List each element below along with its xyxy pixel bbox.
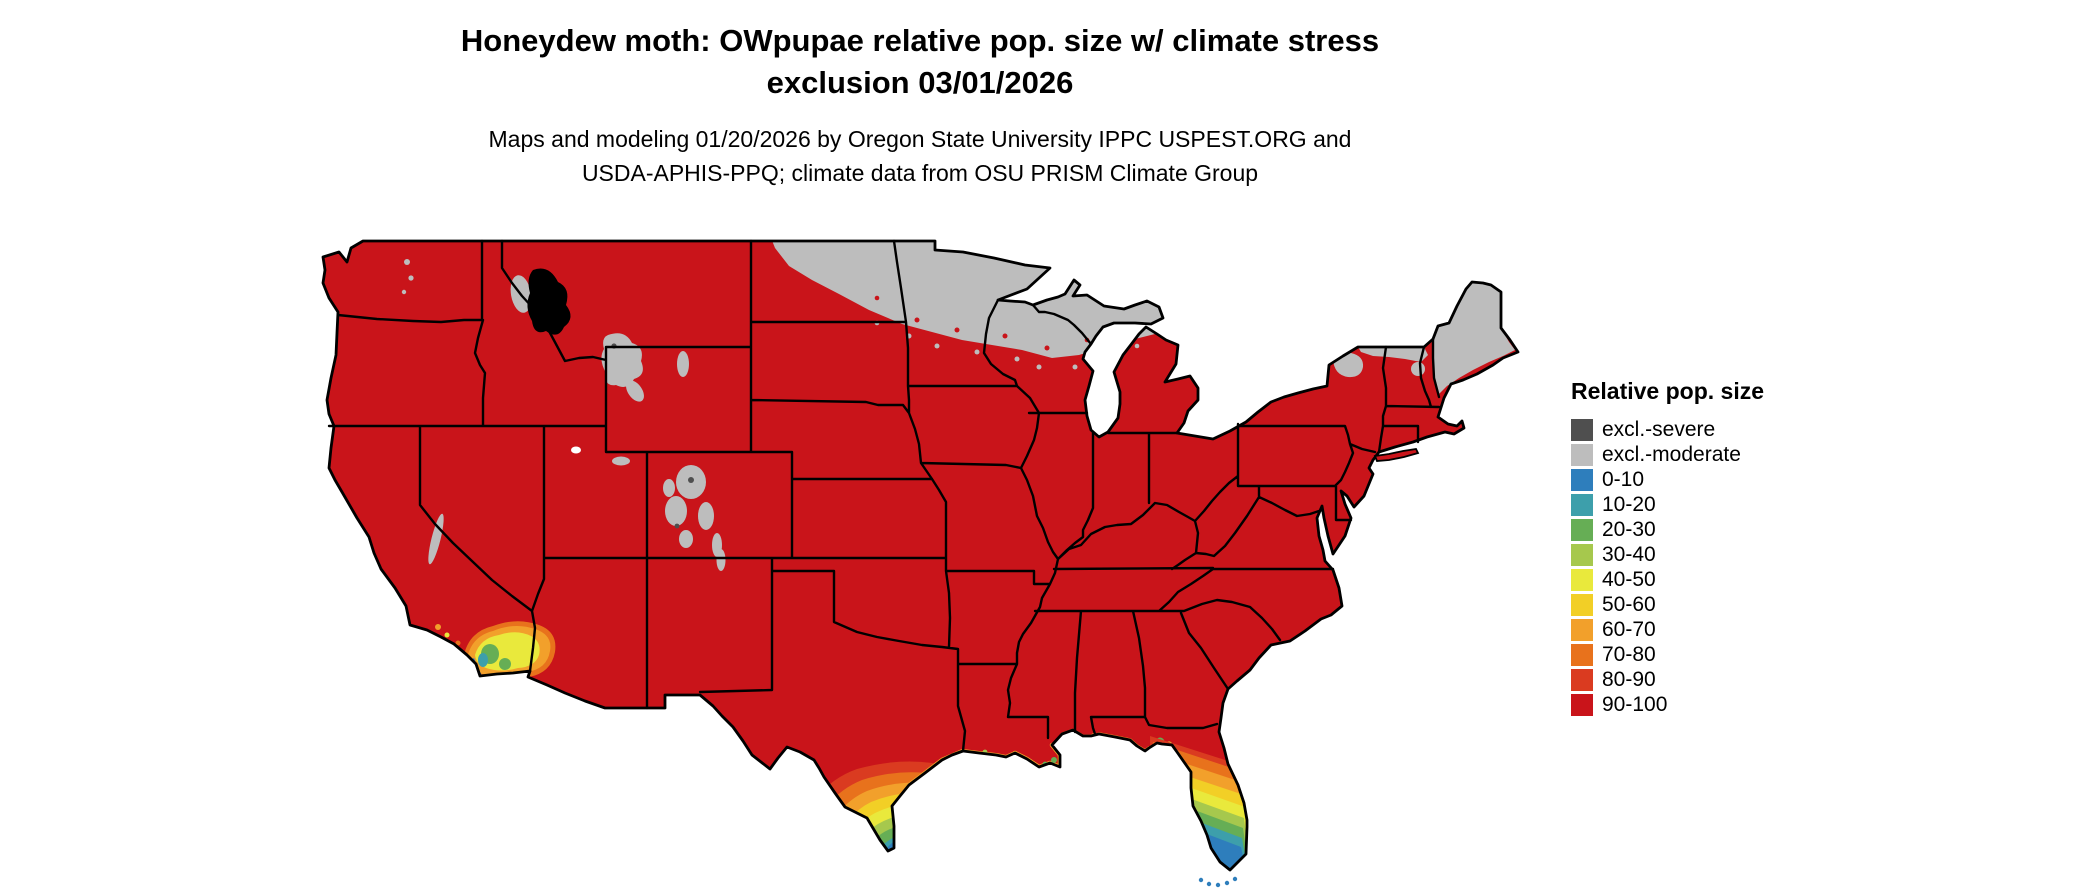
exclusion-co-rockies-4 — [679, 530, 693, 548]
exclusion-bighorns — [677, 351, 689, 377]
legend-item-label: 20-30 — [1602, 518, 1656, 541]
legend-item: 20-30 — [1571, 518, 1764, 541]
socal-gradient — [435, 621, 556, 682]
exclusion-uintas — [612, 456, 630, 466]
legend-item: 50-60 — [1571, 593, 1764, 616]
legend-item: 80-90 — [1571, 668, 1764, 691]
texas-gradient — [775, 761, 985, 870]
legend-item-label: excl.-severe — [1602, 418, 1716, 441]
long-island — [1373, 448, 1420, 462]
legend-item-label: 10-20 — [1602, 493, 1656, 516]
map-legend: Relative pop. size excl.-severe excl.-mo… — [1571, 378, 1764, 719]
legend-swatch — [1571, 619, 1593, 641]
exclusion-cascades-speck — [408, 275, 414, 281]
exclusion-maine — [1433, 282, 1515, 394]
legend-item: 0-10 — [1571, 468, 1764, 491]
delta-green-speck — [1051, 757, 1057, 763]
figure-title-line2: exclusion 03/01/2026 — [766, 65, 1074, 100]
legend-item: 40-50 — [1571, 568, 1764, 591]
figure-title-line1: Honeydew moth: OWpupae relative pop. siz… — [460, 23, 1380, 58]
exclusion-north-vt-nh — [1358, 347, 1428, 362]
legend-item: 90-100 — [1571, 693, 1764, 716]
legend-swatch — [1571, 594, 1593, 616]
legend-swatch — [1571, 519, 1593, 541]
legend-item: 30-40 — [1571, 543, 1764, 566]
us-map — [321, 239, 1520, 888]
legend-item-label: 30-40 — [1602, 543, 1656, 566]
legend-swatch — [1571, 569, 1593, 591]
legend-item-label: 90-100 — [1602, 693, 1668, 716]
legend-swatch — [1571, 669, 1593, 691]
legend-item-label: 80-90 — [1602, 668, 1656, 691]
legend-swatch — [1571, 444, 1593, 466]
exclusion-sierra — [428, 513, 444, 565]
legend-rows: excl.-severe excl.-moderate 0-10 10-20 2… — [1571, 418, 1764, 716]
exclusion-cascades-speck — [401, 289, 407, 295]
legend-swatch — [1571, 694, 1593, 716]
legend-item: 70-80 — [1571, 643, 1764, 666]
legend-swatch — [1571, 494, 1593, 516]
legend-swatch — [1571, 644, 1593, 666]
legend-item-label: 60-70 — [1602, 618, 1656, 641]
figure-subtitle: Maps and modeling 01/20/2026 by Oregon S… — [170, 122, 1670, 190]
exclusion-cascades-speck — [404, 259, 410, 265]
legend-item: 10-20 — [1571, 493, 1764, 516]
exclusion-white-mtns — [1411, 362, 1425, 376]
legend-swatch — [1571, 419, 1593, 441]
legend-item-label: 40-50 — [1602, 568, 1656, 591]
legend-swatch — [1571, 544, 1593, 566]
florida-keys — [1198, 876, 1238, 888]
exclusion-severe-speck — [688, 477, 694, 483]
figure-subtitle-line1: Maps and modeling 01/20/2026 by Oregon S… — [488, 126, 1352, 152]
exclusion-co-rockies-3 — [698, 502, 714, 530]
figure-title: Honeydew moth: OWpupae relative pop. siz… — [170, 20, 1670, 104]
great-salt-lake — [571, 446, 581, 454]
legend-title: Relative pop. size — [1571, 378, 1765, 404]
exclusion-wind-river — [626, 380, 644, 402]
figure-subtitle-line2: USDA-APHIS-PPQ; climate data from OSU PR… — [581, 160, 1259, 186]
map-state-borders — [327, 239, 1441, 753]
legend-swatch — [1571, 469, 1593, 491]
legend-item: excl.-moderate — [1571, 443, 1764, 466]
florida-gradient — [1150, 736, 1257, 870]
exclusion-sangre-nm — [716, 549, 726, 571]
legend-item-label: 50-60 — [1602, 593, 1656, 616]
exclusion-severe-speck — [674, 523, 680, 529]
exclusion-co-rockies-2 — [665, 496, 687, 526]
legend-item-label: excl.-moderate — [1602, 443, 1741, 466]
exclusion-co-rockies-5 — [663, 479, 675, 497]
legend-item-label: 70-80 — [1602, 643, 1656, 666]
legend-item: 60-70 — [1571, 618, 1764, 641]
legend-item-label: 0-10 — [1602, 468, 1645, 491]
legend-item: excl.-severe — [1571, 418, 1764, 441]
